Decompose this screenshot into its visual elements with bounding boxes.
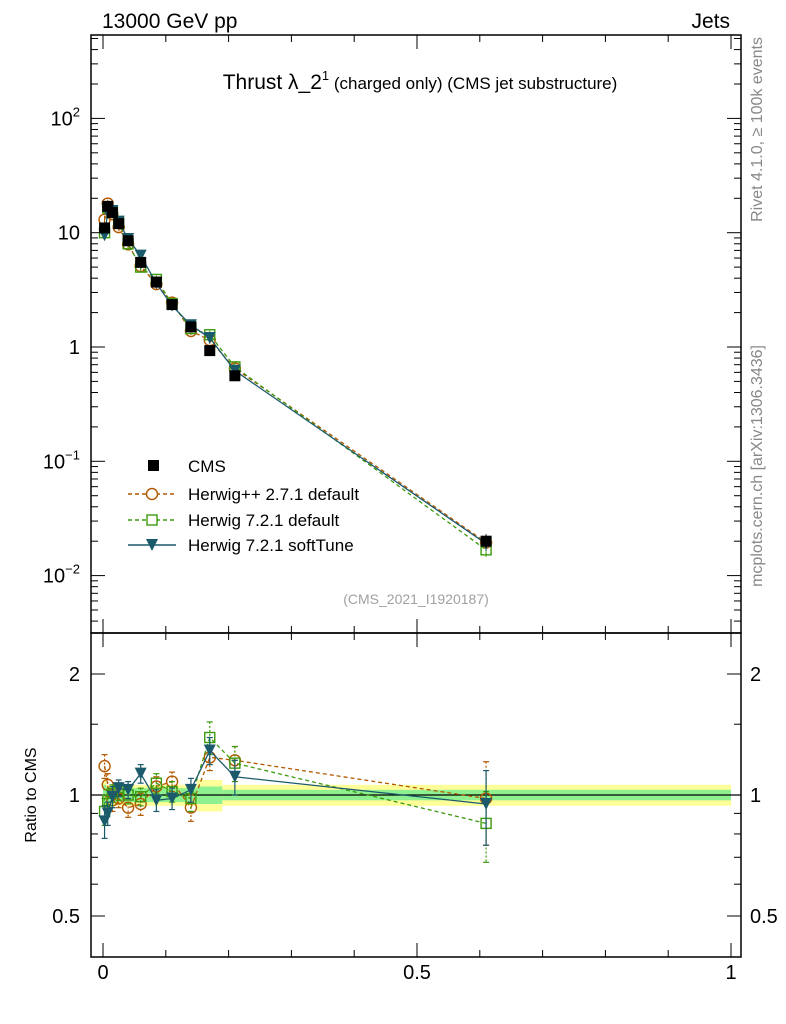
legend-label-cms: CMS	[188, 457, 226, 476]
ratio-point-herwig721	[150, 777, 163, 789]
ratio-point-softtune	[166, 792, 179, 805]
ratio-y-tick-label-right: 0.5	[750, 906, 778, 928]
ratio-x-tick-label: 1	[725, 962, 736, 984]
ratio-y-tick-label-right: 2	[750, 664, 761, 686]
main-point-cms	[185, 321, 197, 333]
ratio-y-tick-label: 2	[69, 664, 80, 686]
process-label: Jets	[691, 10, 730, 33]
main-series-group	[98, 197, 493, 557]
ratio-point-herwigpp	[121, 801, 135, 814]
main-point-cms	[150, 276, 162, 288]
main-point-cms	[102, 200, 114, 212]
ratio-frame	[90, 632, 742, 958]
main-y-tick-label: 1	[69, 337, 80, 359]
ratio-y-tick-label: 1	[69, 785, 80, 807]
analysis-tag: (CMS_2021_I1920187)	[343, 591, 489, 607]
main-point-cms	[122, 235, 134, 247]
ratio-y-label: Ratio to CMS	[23, 747, 40, 842]
main-point-softtune	[134, 249, 147, 262]
ratio-line-herwig721	[103, 736, 487, 825]
main-series-cms	[99, 200, 492, 549]
main-y-tick-label: 10−1	[43, 447, 80, 473]
ratio-point-softtune	[122, 783, 135, 796]
main-point-softtune	[203, 331, 216, 344]
main-point-cms	[480, 535, 492, 547]
ratio-point-herwig721	[134, 791, 147, 803]
legend-label-herwigpp: Herwig++ 2.7.1 default	[188, 485, 359, 504]
main-point-cms	[229, 370, 241, 382]
ratio-axis-ticks: 2 2 1 1 0.5 0.5 0 0.5 1	[52, 633, 778, 984]
ratio-point-softtune	[112, 782, 125, 795]
ratio-point-herwigpp	[98, 759, 111, 773]
site-label: mcplots.cern.ch [arXiv:1306.3436]	[749, 345, 766, 587]
ratio-point-softtune	[228, 770, 241, 783]
legend-marker-softtune	[146, 539, 158, 551]
ratio-series-softtune	[98, 736, 493, 846]
legend-entry-softtune: Herwig 7.2.1 softTune	[128, 536, 354, 555]
ratio-line-herwigpp	[103, 756, 487, 810]
ratio-y-tick-label: 0.5	[52, 906, 80, 928]
main-point-cms	[99, 222, 111, 234]
legend-entry-cms: CMS	[148, 457, 226, 476]
main-y-tick-label: 10−2	[43, 562, 80, 588]
main-y-tick-label: 10	[58, 223, 80, 245]
legend-entry-herwig721: Herwig 7.2.1 default	[128, 511, 339, 530]
legend-entry-herwigpp: Herwig++ 2.7.1 default	[128, 485, 359, 504]
plot-title-sup: 1	[322, 68, 329, 83]
main-point-cms	[135, 256, 147, 268]
ratio-point-softtune	[101, 807, 114, 820]
ratio-point-softtune	[150, 794, 163, 807]
energy-label: 13000 GeV pp	[102, 10, 237, 33]
ratio-point-softtune	[184, 783, 197, 796]
legend: CMS Herwig++ 2.7.1 default Herwig 7.2.1 …	[128, 457, 359, 555]
main-point-cms	[166, 299, 178, 311]
ratio-panel: 2 2 1 1 0.5 0.5 0 0.5 1 Ratio to CMS	[23, 632, 778, 984]
main-axis-ticks: 102 10 1 10−1 10−2	[43, 35, 741, 633]
ratio-point-softtune	[106, 790, 119, 803]
legend-marker-herwig721	[146, 514, 158, 526]
main-point-cms	[106, 207, 118, 219]
ratio-x-tick-label: 0	[97, 962, 108, 984]
ratio-point-softtune	[203, 744, 216, 757]
ratio-band-inner	[103, 784, 107, 804]
legend-marker-cms	[148, 460, 159, 471]
plot-title-main: Thrust λ_2	[223, 71, 322, 94]
legend-label-herwig721: Herwig 7.2.1 default	[188, 511, 339, 530]
main-line-herwigpp	[103, 201, 487, 543]
ratio-x-tick-label: 0.5	[403, 962, 431, 984]
legend-marker-herwigpp	[145, 487, 159, 501]
main-y-tick-label: 102	[51, 104, 80, 130]
ratio-point-softtune	[134, 767, 147, 780]
ratio-point-herwigpp	[134, 797, 147, 811]
ratio-y-tick-label-right: 1	[750, 785, 761, 807]
ratio-point-softtune	[480, 797, 493, 810]
rivet-label: Rivet 4.1.0, ≥ 100k events	[749, 37, 766, 222]
main-point-cms	[204, 345, 216, 357]
main-point-cms	[113, 218, 125, 230]
legend-label-softtune: Herwig 7.2.1 softTune	[188, 536, 354, 555]
ratio-series-group	[98, 721, 493, 863]
plot-title: Thrust λ_21 (charged only) (CMS jet subs…	[223, 68, 618, 94]
plot-title-rest: (charged only) (CMS jet substructure)	[329, 74, 617, 93]
